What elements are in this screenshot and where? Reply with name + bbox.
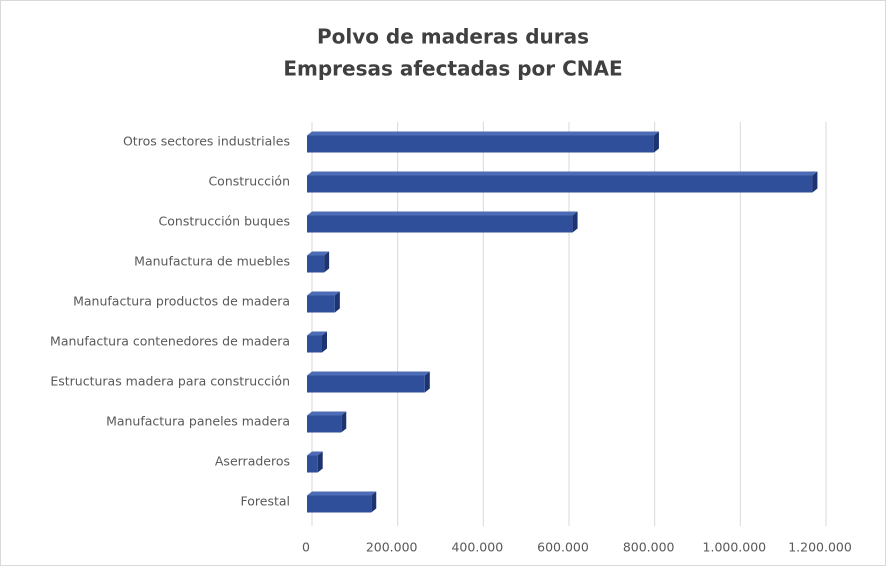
bar-top [307, 491, 377, 496]
bar-side [321, 331, 327, 353]
bar-top [307, 291, 340, 296]
bar-top [307, 331, 327, 336]
bar-front [307, 375, 425, 393]
bar-front [307, 335, 322, 353]
bar [307, 291, 340, 313]
bar-side [324, 251, 330, 273]
x-tick-label: 200.000 [366, 540, 418, 555]
bar [307, 211, 578, 233]
bar [307, 251, 330, 273]
bar-top [307, 251, 330, 256]
y-tick-label: Forestal [241, 494, 291, 509]
bar-top [307, 131, 659, 136]
chart-subtitle: Empresas afectadas por CNAE [283, 57, 622, 81]
x-tick-label: 400.000 [451, 540, 503, 555]
bar-front [307, 175, 813, 193]
bar-front [307, 135, 654, 153]
bar-front [307, 495, 372, 513]
y-tick-label: Otros sectores industriales [123, 134, 290, 149]
bar-top [307, 171, 818, 176]
x-tick-label: 0 [302, 540, 310, 555]
bar [307, 131, 659, 153]
bar [307, 411, 347, 433]
y-tick-label: Manufactura productos de madera [73, 294, 290, 309]
y-tick-label: Manufactura paneles madera [106, 414, 290, 429]
bar-side [341, 411, 347, 433]
bar [307, 331, 327, 353]
bar [307, 451, 323, 473]
y-tick-label: Aserraderos [215, 454, 290, 469]
bar-side [317, 451, 323, 473]
bar-side [424, 371, 430, 393]
y-tick-label: Construcción [208, 174, 290, 189]
bar [307, 371, 430, 393]
x-tick-label: 1.000.000 [703, 540, 767, 555]
y-tick-label: Construcción buques [159, 214, 290, 229]
x-tick-label: 600.000 [537, 540, 589, 555]
bar-front [307, 255, 325, 273]
chart-title: Polvo de maderas duras [317, 25, 589, 49]
y-tick-label: Manufactura contenedores de madera [50, 334, 290, 349]
bar-side [334, 291, 340, 313]
y-tick-label: Estructuras madera para construcción [50, 374, 290, 389]
x-tick-label: 1.200.000 [788, 540, 852, 555]
bar-front [307, 295, 335, 313]
bar-side [653, 131, 659, 153]
bar-side [812, 171, 818, 193]
bar [307, 491, 377, 513]
y-tick-label: Manufactura de muebles [134, 254, 290, 269]
x-tick-label: 800.000 [623, 540, 675, 555]
bar-front [307, 415, 342, 433]
bar [307, 171, 818, 193]
bar-top [307, 211, 578, 216]
bar-side [572, 211, 578, 233]
bar-top [307, 411, 347, 416]
bar-front [307, 455, 318, 473]
bar-top [307, 451, 323, 456]
bar-top [307, 371, 430, 376]
bar-front [307, 215, 573, 233]
bar-side [371, 491, 377, 513]
